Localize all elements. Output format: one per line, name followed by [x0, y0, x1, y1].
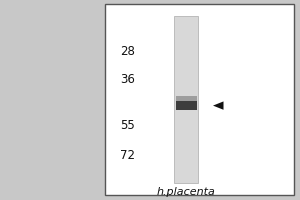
Text: h.placenta: h.placenta: [157, 187, 215, 197]
FancyBboxPatch shape: [174, 16, 198, 183]
Text: 72: 72: [120, 149, 135, 162]
FancyBboxPatch shape: [176, 101, 197, 110]
FancyBboxPatch shape: [176, 96, 197, 101]
Text: 36: 36: [120, 73, 135, 86]
FancyBboxPatch shape: [105, 4, 294, 195]
Text: 55: 55: [120, 119, 135, 132]
Text: 28: 28: [120, 45, 135, 58]
Polygon shape: [213, 101, 224, 110]
